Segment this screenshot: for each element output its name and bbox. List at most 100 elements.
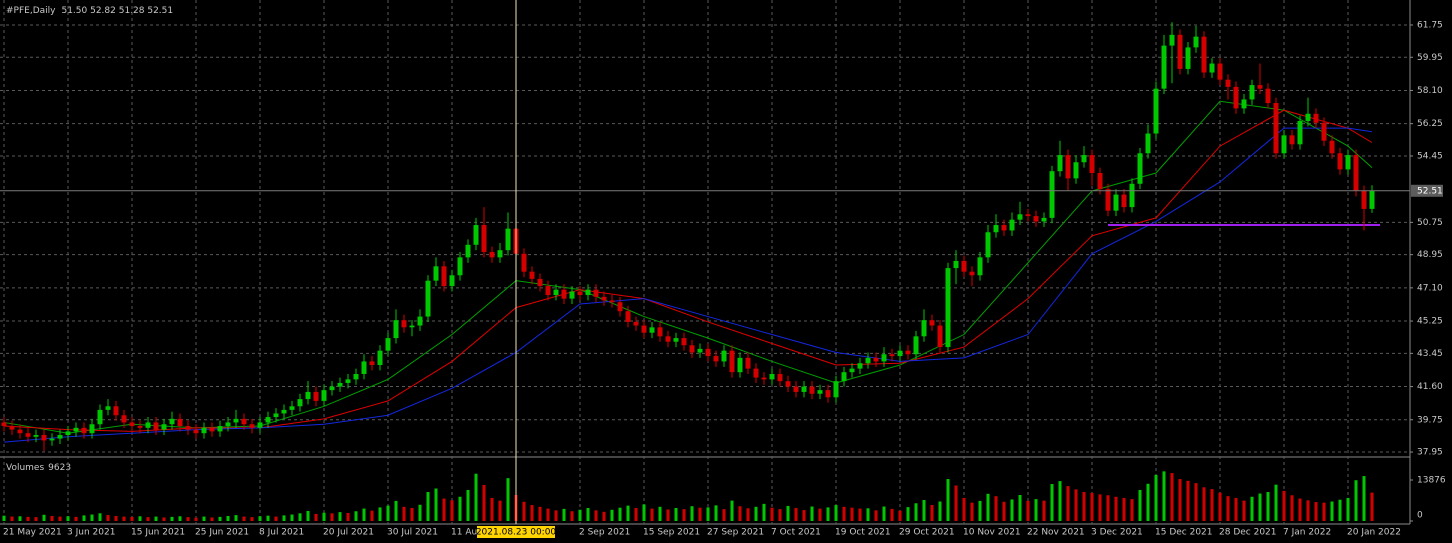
candle-body — [793, 386, 799, 392]
volume-bar — [506, 478, 510, 521]
candle-body — [1305, 113, 1311, 121]
candle-body — [1081, 155, 1087, 163]
x-tick-label: 2 Sep 2021 — [579, 528, 630, 538]
candle-body — [681, 338, 687, 346]
volume-bar — [842, 506, 846, 521]
candle-body — [1089, 155, 1095, 174]
volume-bar — [930, 505, 934, 521]
volume-bar — [946, 479, 950, 521]
volume-bar — [1114, 496, 1118, 521]
candle-body — [217, 426, 223, 432]
y-tick-label: 59.95 — [1417, 53, 1443, 63]
volume-bar — [330, 513, 334, 521]
volume-bar — [98, 513, 102, 521]
candle-body — [1337, 153, 1343, 170]
volume-bar — [178, 516, 182, 521]
candle-body — [289, 406, 295, 410]
candle-body — [849, 368, 855, 373]
y-tick-label: 56.25 — [1417, 119, 1443, 129]
candle-body — [929, 320, 935, 326]
volume-bar — [50, 515, 54, 521]
volume-bar — [986, 493, 990, 521]
x-tick-label: 22 Nov 2021 — [1027, 528, 1085, 538]
volume-bar — [362, 508, 366, 521]
candle-body — [1233, 86, 1239, 109]
volume-bar — [242, 516, 246, 521]
candle-body — [1, 422, 7, 427]
volume-bar — [322, 512, 326, 521]
y-tick-label: 39.75 — [1417, 415, 1443, 425]
volume-bar — [482, 484, 486, 521]
candle-body — [401, 320, 407, 328]
y-tick-label: 37.95 — [1417, 448, 1443, 458]
candle-body — [1009, 219, 1015, 231]
volume-bar — [1178, 479, 1182, 521]
candle-body — [113, 406, 119, 416]
x-tick-label: 28 Dec 2021 — [1219, 528, 1277, 538]
volume-bar — [1266, 492, 1270, 521]
y-tick-label: 54.45 — [1417, 151, 1443, 161]
candle-body — [529, 271, 535, 279]
x-tick-label: 30 Jul 2021 — [387, 528, 438, 538]
candle-body — [561, 289, 567, 299]
candle-body — [153, 422, 159, 430]
volume-bar — [250, 517, 254, 521]
volume-bar — [786, 505, 790, 521]
volume-bar — [650, 508, 654, 521]
volume-bar — [1330, 501, 1334, 521]
volume-bar — [1306, 500, 1310, 521]
y-tick-label: 58.10 — [1417, 86, 1443, 96]
volume-bar — [1210, 489, 1214, 521]
volume-bar — [210, 517, 214, 521]
volume-bar — [458, 496, 462, 521]
candle-body — [689, 345, 695, 353]
candle-body — [65, 431, 71, 436]
candle-body — [817, 390, 823, 394]
x-tick-label: 21 May 2021 — [3, 528, 62, 538]
candle-body — [721, 350, 727, 362]
candle-body — [441, 266, 447, 287]
volume-bar — [938, 501, 942, 521]
candle-body — [697, 348, 703, 353]
volume-bar — [370, 510, 374, 521]
volume-bar — [466, 489, 470, 521]
volume-bar — [906, 507, 910, 521]
chart-header: #PFE,Daily 51.50 52.82 51.28 52.51 — [6, 6, 173, 16]
candle-body — [385, 338, 391, 351]
x-tick-label: 10 Nov 2021 — [963, 528, 1021, 538]
candle-body — [361, 361, 367, 374]
volume-bar — [546, 508, 550, 521]
candle-body — [241, 418, 247, 425]
candle-body — [337, 382, 343, 387]
volume-bar — [194, 517, 198, 521]
volume-bar — [1090, 492, 1094, 521]
volume-bar — [42, 514, 46, 521]
price-label: 52.51 — [1417, 186, 1443, 196]
volume-bar — [282, 515, 286, 521]
crosshair-label-bg — [477, 526, 555, 538]
volume-bar — [1322, 502, 1326, 521]
candle-body — [505, 228, 511, 251]
candle-body — [665, 336, 671, 342]
candle-body — [1121, 194, 1127, 208]
volume-bar — [138, 516, 142, 521]
candle-body — [377, 350, 383, 366]
volume-bar — [434, 488, 438, 521]
volume-bar — [538, 506, 542, 521]
candle-body — [1209, 63, 1215, 73]
volume-bar — [386, 505, 390, 521]
volume-bar — [826, 507, 830, 521]
candle-body — [417, 316, 423, 326]
candle-body — [1113, 194, 1119, 211]
candle-body — [777, 373, 783, 382]
candle-body — [137, 426, 143, 428]
candle-body — [713, 356, 719, 362]
volume-bar — [1234, 497, 1238, 521]
volume-bar — [914, 503, 918, 521]
volume-bar — [802, 510, 806, 521]
candle-body — [1057, 155, 1063, 172]
volume-bar — [1130, 499, 1134, 521]
candle-body — [873, 357, 879, 362]
volume-bar — [754, 506, 758, 521]
candle-body — [841, 372, 847, 382]
